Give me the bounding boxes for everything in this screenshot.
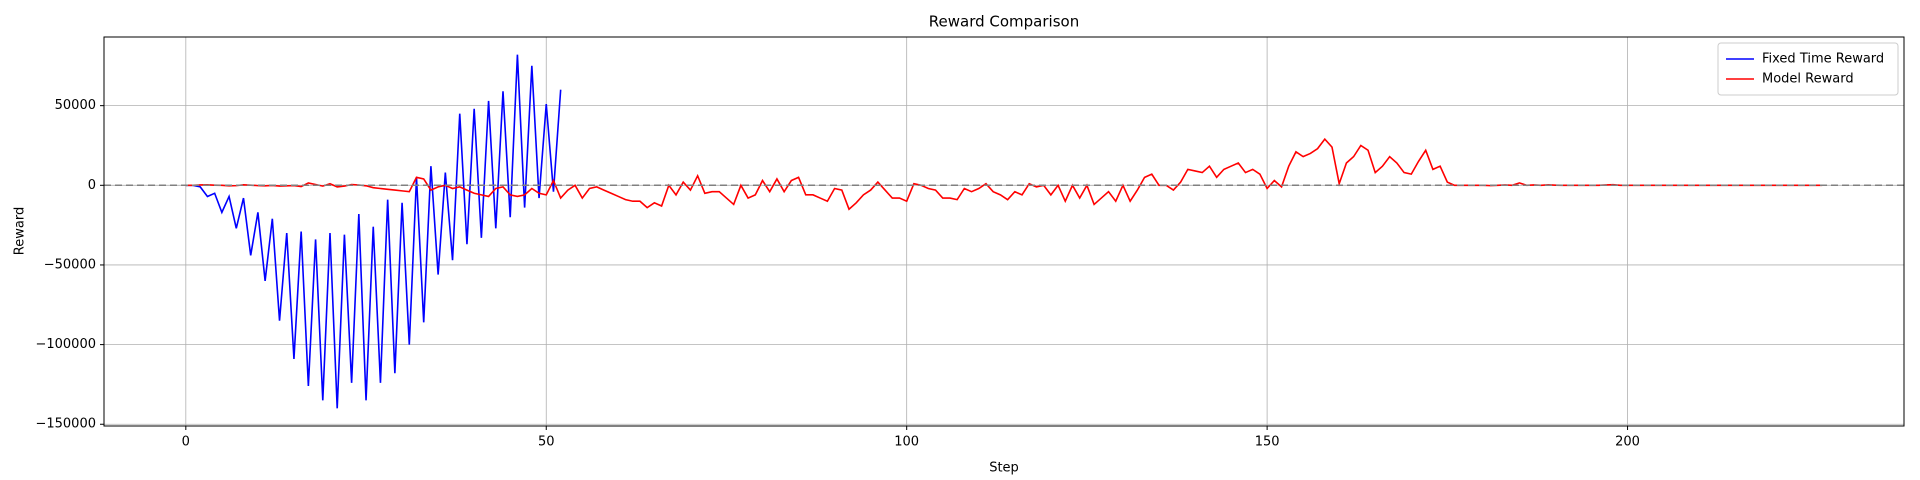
x-tick-label: 50	[538, 435, 555, 450]
plot-frame	[103, 36, 1905, 427]
series-line	[185, 54, 562, 409]
y-tick-label: 50000	[55, 98, 96, 113]
x-tick-label: 100	[894, 435, 919, 450]
x-tick-label: 150	[1255, 435, 1280, 450]
legend-label: Model Reward	[1762, 72, 1854, 87]
legend-label: Fixed Time Reward	[1762, 52, 1884, 67]
y-tick-label: −150000	[35, 417, 96, 432]
x-tick-label: 0	[182, 435, 190, 450]
x-axis-label: Step	[989, 461, 1019, 476]
y-axis-label: Reward	[13, 207, 28, 255]
y-tick-label: 0	[88, 178, 96, 193]
y-tick-label: −50000	[44, 257, 96, 272]
chart-title: Reward Comparison	[929, 13, 1079, 31]
x-tick-label: 200	[1615, 435, 1640, 450]
legend-box	[1717, 42, 1899, 96]
y-tick-label: −100000	[35, 337, 96, 352]
